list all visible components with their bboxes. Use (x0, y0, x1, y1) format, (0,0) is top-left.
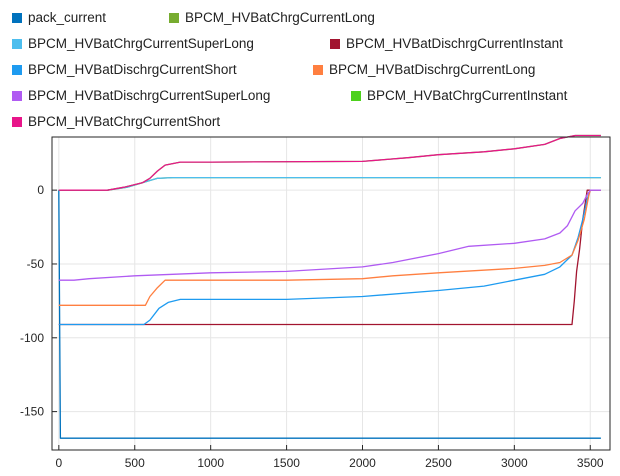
legend-item-pack-current[interactable]: pack_current (12, 10, 106, 25)
axis-ticks: 0 500 1000 1500 2000 2500 3000 3500 0 -50 -100 -150 (20, 183, 604, 470)
legend-label: BPCM_HVBatDischrgCurrentInstant (346, 36, 563, 51)
legend-item-dischrg-instant[interactable]: BPCM_HVBatDischrgCurrentInstant (330, 36, 563, 51)
series-line-pack-current[interactable] (58, 190, 601, 439)
legend-label: BPCM_HVBatChrgCurrentShort (28, 114, 221, 129)
legend-label: BPCM_HVBatDischrgCurrentShort (28, 62, 237, 77)
y-tick-label: 0 (37, 183, 44, 197)
x-tick-label: 2000 (349, 456, 376, 470)
legend-item-dischrg-long[interactable]: BPCM_HVBatDischrgCurrentLong (313, 62, 535, 77)
legend-label: BPCM_HVBatChrgCurrentInstant (367, 88, 568, 103)
legend-swatch (12, 116, 22, 127)
legend-label: BPCM_HVBatDischrgCurrentSuperLong (28, 88, 271, 103)
legend-label: BPCM_HVBatDischrgCurrentLong (329, 62, 536, 77)
x-tick-label: 1000 (197, 456, 224, 470)
legend-item-chrg-superlong[interactable]: BPCM_HVBatChrgCurrentSuperLong (12, 36, 254, 51)
legend-swatch (330, 38, 340, 49)
y-tick-label: -100 (20, 331, 44, 345)
legend-swatch (12, 90, 22, 101)
legend-item-dischrg-short[interactable]: BPCM_HVBatDischrgCurrentShort (12, 62, 237, 77)
legend-item-chrg-short[interactable]: BPCM_HVBatChrgCurrentShort (12, 114, 220, 129)
series-line-bpcm-hvbatchrgcurrentshort[interactable] (58, 134, 601, 191)
legend-swatch (351, 90, 361, 101)
x-tick-label: 2500 (425, 456, 452, 470)
x-tick-label: 0 (55, 456, 62, 470)
grid-lines (52, 137, 610, 450)
series-line-bpcm-hvbatchrgcurrentinstant[interactable] (58, 134, 601, 191)
plot-area-border (51, 136, 611, 451)
x-tick-label: 500 (125, 456, 145, 470)
series-lines (58, 134, 601, 439)
legend-item-chrg-long[interactable]: BPCM_HVBatChrgCurrentLong (169, 10, 375, 25)
x-tick-label: 3000 (501, 456, 528, 470)
legend-label: pack_current (28, 10, 107, 25)
legend-swatch (12, 38, 22, 49)
x-tick-label: 3500 (577, 456, 604, 470)
y-tick-label: -50 (27, 257, 45, 271)
series-line-bpcm-hvbatdischrgcurrentlong[interactable] (58, 189, 601, 306)
legend-item-dischrg-superlong[interactable]: BPCM_HVBatDischrgCurrentSuperLong (12, 88, 270, 103)
series-line-bpcm-hvbatdischrgcurrentsuperlong[interactable] (58, 189, 601, 281)
y-tick-label: -150 (20, 405, 44, 419)
legend-label: BPCM_HVBatChrgCurrentLong (185, 10, 375, 25)
legend-item-chrg-instant[interactable]: BPCM_HVBatChrgCurrentInstant (351, 88, 567, 103)
x-tick-label: 1500 (273, 456, 300, 470)
legend-swatch (12, 64, 22, 75)
legend-swatch (12, 12, 22, 23)
legend-swatch (313, 64, 323, 75)
legend: pack_current BPCM_HVBatChrgCurrentLong B… (0, 0, 620, 136)
legend-swatch (169, 12, 179, 23)
series-line-bpcm-hvbatdischrgcurrentshort[interactable] (58, 189, 601, 326)
legend-label: BPCM_HVBatChrgCurrentSuperLong (28, 36, 254, 51)
series-line-bpcm-hvbatdischrgcurrentinstant[interactable] (58, 189, 601, 326)
